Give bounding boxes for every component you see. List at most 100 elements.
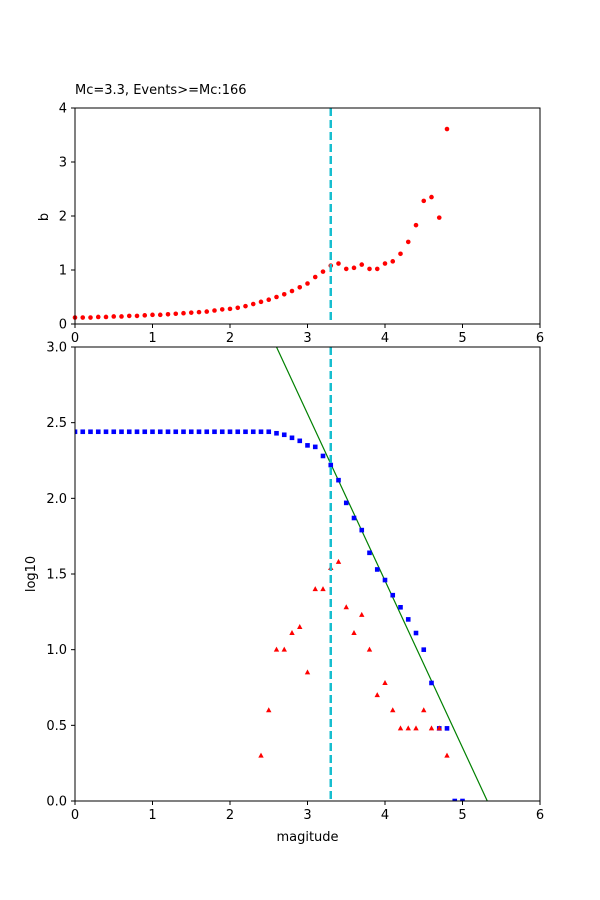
cumulative-point [305,443,310,448]
cumulative-point [297,438,303,444]
b-value-point [374,266,380,272]
bottom-axis-ticks: 0 1 2 3 4 5 6 0.0 0.5 1.0 1.5 2.0 2.5 3.0 [46,341,544,824]
cumulative-point [382,577,388,583]
cumulative-point [157,429,163,435]
b-value-point [289,288,295,294]
cumulative-point [227,429,233,435]
cumulative-point [188,429,194,435]
noncumulative-point [289,630,295,636]
b-value-point [157,312,163,318]
b-value-point [235,305,241,311]
chart-title: Mc=3.3, Events>=Mc:166 [75,83,247,98]
cumulative-point [88,429,93,435]
b-value-point [219,307,225,312]
cumulative-point [75,429,78,435]
cumulative-point [204,429,210,435]
b-value-point [181,310,186,316]
cumulative-point [390,592,396,598]
noncumulative-point [421,707,427,713]
cumulative-point [134,429,140,435]
x-tick-label: 5 [458,808,466,823]
cumulative-point [413,630,419,636]
x-tick-label: 2 [226,331,234,346]
y-tick-label: 0.0 [46,795,67,810]
b-value-point [312,274,318,280]
b-value-point [429,194,434,200]
b-value-point [436,215,442,220]
b-value-point [336,261,341,266]
cumulative-point [289,435,295,441]
cumulative-point [173,429,179,435]
noncumulative-point [273,646,280,652]
x-tick-label: 6 [536,331,544,346]
noncumulative-point [436,725,442,731]
b-value-points [72,126,450,320]
noncumulative-point [343,604,349,610]
top-axis-ticks: 0 1 2 3 4 5 6 0 1 2 3 4 [59,102,544,347]
cumulative-point [452,798,458,801]
noncumulative-point [397,725,404,731]
y-tick-label: 3 [59,156,67,171]
top-plot-frame [74,107,541,325]
b-value-point [150,312,155,318]
cumulative-point [212,429,217,435]
noncumulative-point [374,692,380,698]
noncumulative-point [359,611,365,617]
cumulative-point [95,429,101,435]
noncumulative-point [281,646,287,652]
x-tick-label: 3 [303,808,311,823]
b-value-point [111,314,117,319]
y-tick-label: 2 [59,210,67,225]
cumulative-point [181,429,186,435]
cumulative-point [243,429,248,435]
y-tick-label: 1.0 [46,643,67,658]
bottom-plot-frame [74,346,541,802]
x-tick-label: 5 [458,331,466,346]
b-value-point [258,299,264,305]
b-value-point [305,281,310,286]
cumulative-point [460,798,465,801]
b-value-point [359,262,365,267]
noncumulative-point [382,679,388,685]
x-tick-label: 1 [148,808,156,823]
b-value-point [204,309,210,314]
cumulative-point [328,462,334,468]
cumulative-point [80,429,86,435]
b-value-point [382,261,388,266]
b-value-point [250,301,256,307]
b-value-point [88,315,93,320]
cumulative-point [165,429,171,435]
b-value-panel: Mc=3.3, Events>=Mc:166 b 0 1 2 3 4 5 6 0 1 2 3 4 [37,83,544,346]
x-tick-label: 0 [71,808,79,823]
cumulative-point [266,429,272,435]
cumulative-point [421,647,427,652]
cumulative-point [103,429,109,435]
b-value-point [266,297,272,303]
b-value-point [444,126,450,132]
cumulative-point [398,604,403,610]
b-value-point [227,306,233,312]
b-value-point [390,259,396,264]
noncumulative-point [297,623,303,629]
noncumulative-point [428,725,435,731]
noncumulative-point [444,752,450,758]
noncumulative-point [351,630,357,636]
b-value-point [281,292,287,297]
b-value-point [134,313,140,319]
cumulative-point [444,726,450,731]
y-tick-label: 2.0 [46,492,67,507]
noncumulative-point [258,752,264,758]
cumulative-point [274,430,279,436]
noncumulative-point [390,707,396,713]
b-value-point [351,265,357,271]
b-value-point [320,269,326,274]
cumulative-point [359,527,365,533]
b-value-point [343,266,349,272]
y-axis-label: log10 [24,556,39,592]
b-value-point [95,314,101,320]
y-tick-label: 1 [59,264,67,279]
noncumulative-point [312,586,318,592]
cumulative-point [111,429,117,435]
cumulative-point [374,567,380,572]
b-value-point [173,311,179,317]
